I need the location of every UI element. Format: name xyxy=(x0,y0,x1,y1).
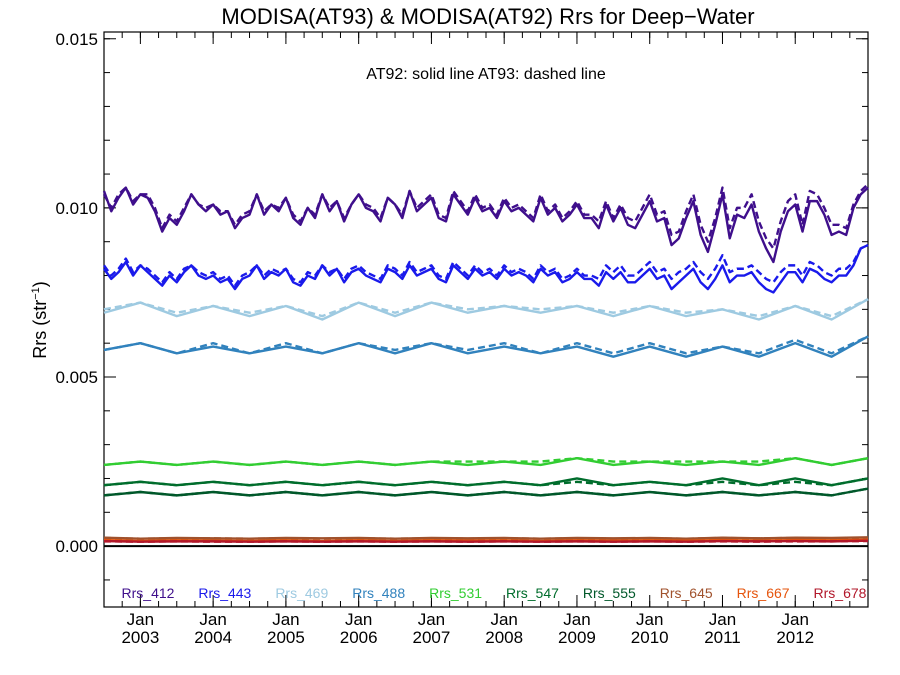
x-tick-month-label: Jan xyxy=(563,610,590,629)
series-line-rrs-547-at93 xyxy=(103,477,869,487)
x-tick-month-label: Jan xyxy=(127,610,154,629)
y-axis-label-exponent: −1 xyxy=(30,287,42,300)
series-line-rrs-645-at93 xyxy=(103,536,869,540)
series-line-rrs-443-at93 xyxy=(103,244,869,287)
chart-title: MODISA(AT93) & MODISA(AT92) Rrs for Deep… xyxy=(221,4,754,29)
legend-item-rrs-645: Rrs_645 xyxy=(660,585,713,601)
plot-area: 0.0000.0050.0100.015Jan2003Jan2004Jan200… xyxy=(55,30,869,647)
legend-item-rrs-412: Rrs_412 xyxy=(122,585,175,601)
x-tick-year-label: 2006 xyxy=(340,628,378,647)
x-tick-year-label: 2004 xyxy=(194,628,232,647)
y-tick-label: 0.000 xyxy=(55,537,98,556)
x-tick-year-label: 2010 xyxy=(631,628,669,647)
series-line-rrs-412-at92 xyxy=(102,186,869,264)
x-tick-month-label: Jan xyxy=(782,610,809,629)
legend-item-rrs-488: Rrs_488 xyxy=(352,585,405,601)
x-tick-year-label: 2009 xyxy=(558,628,596,647)
series-line-rrs-531-at93 xyxy=(103,456,869,467)
legend: Rrs_412 Rrs_443 Rrs_469 Rrs_488 Rrs_531 Rrs_5… xyxy=(122,585,867,601)
legend-item-rrs-443: Rrs_443 xyxy=(198,585,251,601)
series-line-rrs-469-at92 xyxy=(103,298,869,321)
legend-item-rrs-555: Rrs_555 xyxy=(583,585,636,601)
series-line-rrs-555-at93 xyxy=(103,487,869,497)
plot-frame xyxy=(103,31,869,608)
y-tick-label: 0.005 xyxy=(55,368,98,387)
x-tick-year-label: 2008 xyxy=(485,628,523,647)
legend-item-rrs-678: Rrs_678 xyxy=(814,585,867,601)
series-line-rrs-443-at92 xyxy=(103,244,869,294)
series-line-rrs-488-at92 xyxy=(103,335,869,358)
x-tick-month-label: Jan xyxy=(709,610,736,629)
x-tick-month-label: Jan xyxy=(272,610,299,629)
legend-item-rrs-469: Rrs_469 xyxy=(275,585,328,601)
x-tick-month-label: Jan xyxy=(345,610,372,629)
legend-item-rrs-531: Rrs_531 xyxy=(429,585,482,601)
x-tick-year-label: 2012 xyxy=(776,628,814,647)
legend-item-rrs-667: Rrs_667 xyxy=(737,585,790,601)
series-line-rrs-469-at93 xyxy=(103,298,869,318)
series-line-rrs-412-at93 xyxy=(102,183,869,250)
y-tick-label: 0.015 xyxy=(55,30,98,49)
x-tick-month-label: Jan xyxy=(490,610,517,629)
x-tick-year-label: 2005 xyxy=(267,628,305,647)
y-tick-label: 0.010 xyxy=(55,199,98,218)
y-axis-label-main: Rrs (str xyxy=(30,300,50,359)
line-style-annotation: AT92: solid line AT93: dashed line xyxy=(366,66,606,83)
x-tick-year-label: 2007 xyxy=(413,628,451,647)
x-tick-month-label: Jan xyxy=(418,610,445,629)
legend-item-rrs-547: Rrs_547 xyxy=(506,585,559,601)
x-tick-month-label: Jan xyxy=(199,610,226,629)
x-tick-year-label: 2011 xyxy=(704,628,741,647)
y-axis-label-close: ) xyxy=(30,281,50,287)
y-axis-label: Rrs (str−1) xyxy=(30,281,50,359)
x-tick-month-label: Jan xyxy=(636,610,663,629)
x-tick-year-label: 2003 xyxy=(121,628,159,647)
series-line-rrs-678-at93 xyxy=(103,539,869,543)
series-line-rrs-488-at93 xyxy=(103,335,869,355)
